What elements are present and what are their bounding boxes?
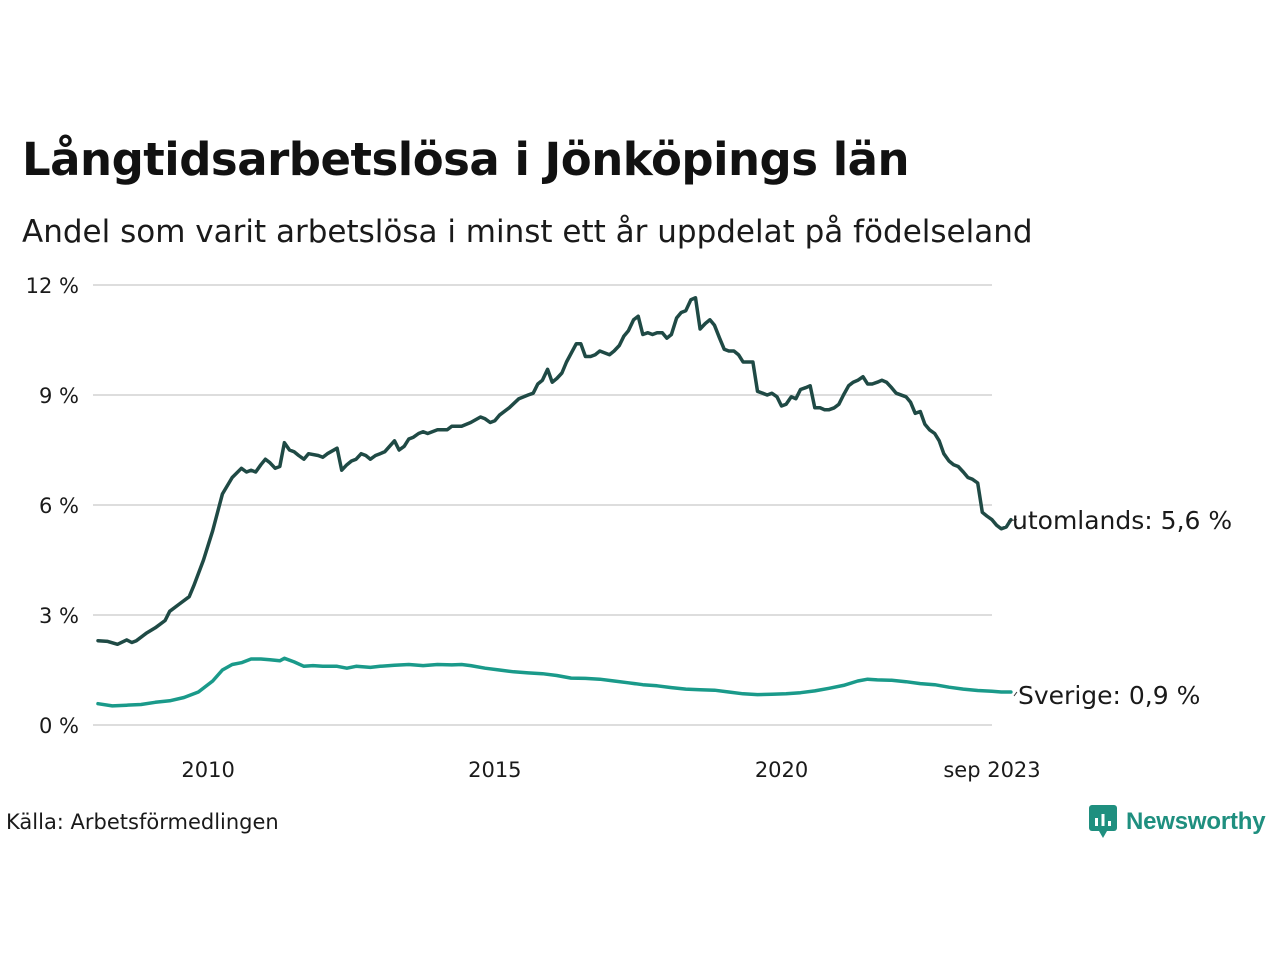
end-label-connector xyxy=(1007,519,1017,522)
end-labels: utomlands: 5,6 % Sverige: 0,9 % xyxy=(1007,506,1232,710)
y-tick-label: 3 % xyxy=(39,604,79,628)
y-tick-label: 0 % xyxy=(39,714,79,738)
brand-logo[interactable]: Newsworthy xyxy=(1088,804,1266,840)
end-label-utomlands: utomlands: 5,6 % xyxy=(1012,506,1232,535)
gridlines xyxy=(93,284,992,726)
series-line-utomlands xyxy=(96,296,1013,647)
chart-subtitle: Andel som varit arbetslösa i minst ett å… xyxy=(22,214,1033,250)
x-tick-label: 2015 xyxy=(468,758,521,782)
y-tick-label: 12 % xyxy=(26,274,79,298)
y-axis: 0 % 3 % 6 % 9 % 12 % xyxy=(26,274,79,738)
end-label-sverige: Sverige: 0,9 % xyxy=(1018,681,1200,710)
source-note: Källa: Arbetsförmedlingen xyxy=(6,810,279,834)
y-tick-label: 9 % xyxy=(39,384,79,408)
x-tick-label: 2010 xyxy=(181,758,234,782)
series xyxy=(96,296,1013,708)
end-label-connector xyxy=(1013,691,1018,697)
brand-name: Newsworthy xyxy=(1126,808,1266,835)
x-tick-label: sep 2023 xyxy=(943,758,1040,782)
series-line-sverige xyxy=(96,656,1013,708)
x-tick-label: 2020 xyxy=(755,758,808,782)
x-axis: 2010 2015 2020 sep 2023 xyxy=(181,758,1040,782)
newsworthy-logo-icon xyxy=(1089,805,1117,838)
chart-title: Långtidsarbetslösa i Jönköpings län xyxy=(22,133,910,186)
y-tick-label: 6 % xyxy=(39,494,79,518)
